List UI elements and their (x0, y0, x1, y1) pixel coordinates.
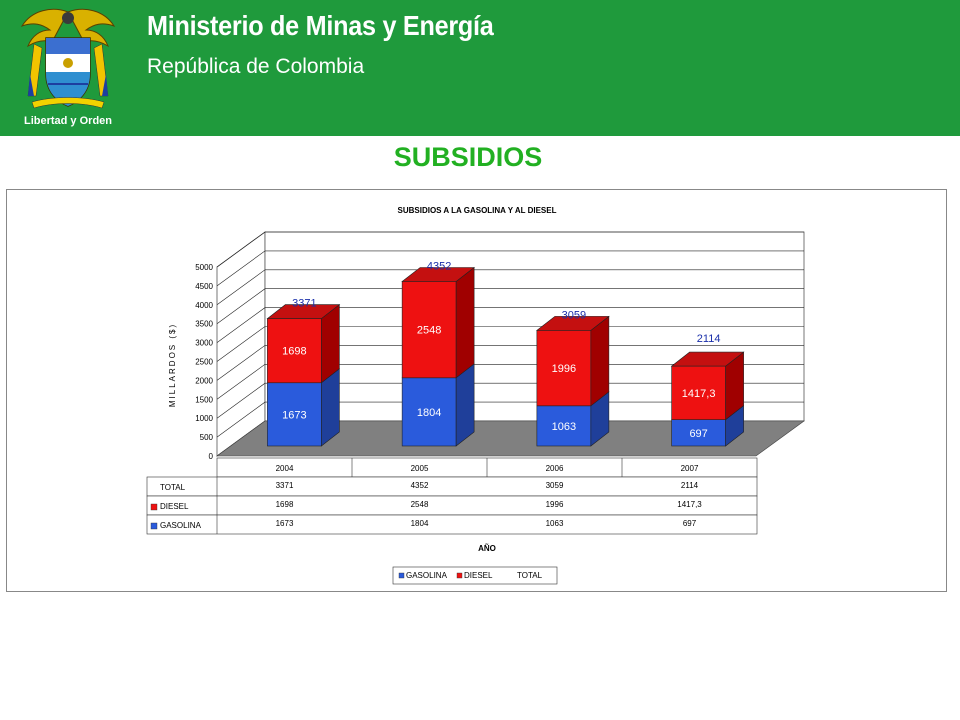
table-row-total (146, 476, 758, 497)
bar-side-diesel-2006 (590, 315, 610, 407)
bar-gasolina-2005 (401, 377, 457, 447)
y-tick-label: 3500 (195, 320, 213, 329)
table-cell-diesel-2006: 1996 (546, 500, 564, 509)
data-label-diesel-2006: 1996 (552, 363, 576, 375)
table-cell-gasolina-2006: 1063 (546, 519, 564, 528)
bar-gasolina-2006 (536, 405, 592, 447)
gridline (216, 401, 804, 438)
chart-legend: GASOLINA DIESEL TOTAL (392, 566, 558, 585)
data-label-diesel-2007: 1417,3 (682, 388, 716, 400)
y-tick-label: 3000 (195, 339, 213, 348)
data-label-diesel-2004: 1698 (282, 346, 306, 358)
data-label-gasolina-2007: 697 (689, 428, 707, 440)
gridline (216, 364, 804, 400)
table-header-2004: 2004 (276, 464, 294, 473)
stacked-bar-chart: SUBSIDIOS A LA GASOLINA Y AL DIESEL MILL… (146, 206, 805, 585)
gridline (216, 231, 804, 268)
y-tick-label: 4000 (195, 301, 213, 310)
y-tick-label: 5000 (195, 263, 213, 272)
data-label-total-2004: 3371 (292, 298, 316, 310)
ministry-subtitle: República de Colombia (147, 55, 365, 78)
gridline (216, 382, 804, 419)
table-cell-total-2006: 3059 (546, 481, 564, 490)
table-cell-gasolina-2007: 697 (683, 519, 697, 528)
bar-side-gasolina-2005 (455, 363, 475, 447)
data-label-total-2006: 3059 (562, 309, 586, 321)
chart-floor (216, 420, 805, 457)
table-cell-gasolina-2005: 1804 (411, 519, 429, 528)
data-label-gasolina-2005: 1804 (417, 407, 441, 419)
table-cell-total-2005: 4352 (411, 481, 429, 490)
table-row-label-total: TOTAL (160, 483, 186, 492)
data-label-total-2005: 4352 (427, 260, 451, 272)
bar-diesel-2006 (536, 330, 592, 407)
table-header-2006: 2006 (546, 464, 564, 473)
table-cell-diesel-2007: 1417,3 (677, 500, 702, 509)
legend-label-diesel: DIESEL (464, 571, 493, 580)
gridline (216, 269, 804, 306)
x-axis-label: AÑO (478, 544, 496, 553)
data-label-diesel-2005: 2548 (417, 325, 441, 337)
bar-top-2004 (266, 304, 341, 319)
table-row-label-gasolina: GASOLINA (160, 521, 202, 530)
y-tick-label: 500 (200, 433, 214, 442)
table-row-gasolina (146, 514, 758, 535)
table-row-label-diesel: DIESEL (160, 502, 189, 511)
bar-top-2007 (670, 351, 745, 367)
table-cell-gasolina-2004: 1673 (276, 519, 294, 528)
legend-swatch-gasolina (398, 572, 405, 579)
gridline (216, 326, 804, 362)
legend-box (392, 566, 558, 585)
bar-top-2005 (401, 267, 475, 282)
data-label-gasolina-2004: 1673 (282, 409, 306, 421)
chart-area: SUBSIDIOS A LA GASOLINA Y AL DIESEL MILL… (6, 189, 947, 592)
y-tick-label: 1000 (195, 414, 213, 423)
y-tick-label: 4500 (195, 282, 213, 291)
table-header-2005: 2005 (411, 464, 429, 473)
y-tick-label: 2000 (195, 376, 213, 385)
gridline (216, 345, 804, 381)
header-banner: Libertad y Orden Ministerio de Minas y E… (0, 0, 960, 136)
gridline (216, 288, 804, 324)
legend-label-total: TOTAL (517, 571, 543, 580)
gridline (216, 250, 804, 287)
motto-text: Libertad y Orden (24, 115, 112, 127)
colombia-coat-of-arms-logo: Libertad y Orden (20, 8, 116, 127)
bar-side-diesel-2005 (455, 266, 475, 379)
y-tick-label: 2500 (195, 358, 213, 367)
page-title: SUBSIDIOS (393, 142, 543, 172)
y-tick-label: 0 (209, 452, 214, 461)
data-label-total-2007: 2114 (697, 333, 721, 345)
bar-diesel-2004 (267, 318, 322, 384)
data-label-gasolina-2006: 1063 (552, 421, 576, 433)
table-cell-diesel-2005: 2548 (411, 500, 429, 509)
table-cell-total-2007: 2114 (681, 481, 699, 490)
y-axis-label: MILLARDOS ($) (168, 323, 177, 407)
legend-swatch-diesel (150, 503, 158, 511)
table-cell-diesel-2004: 1698 (276, 500, 294, 509)
gridline (216, 307, 804, 343)
legend-swatch-gasolina (150, 522, 158, 530)
bar-top-2006 (536, 316, 610, 331)
legend-swatch-diesel (456, 572, 463, 579)
chart-title: SUBSIDIOS A LA GASOLINA Y AL DIESEL (398, 206, 557, 215)
table-row-diesel (146, 495, 758, 516)
y-tick-label: 1500 (195, 395, 213, 404)
table-cell-total-2004: 3371 (276, 481, 294, 490)
ministry-title: Ministerio de Minas y Energía (147, 10, 494, 41)
legend-label-gasolina: GASOLINA (406, 571, 448, 580)
table-header-2007: 2007 (681, 464, 699, 473)
